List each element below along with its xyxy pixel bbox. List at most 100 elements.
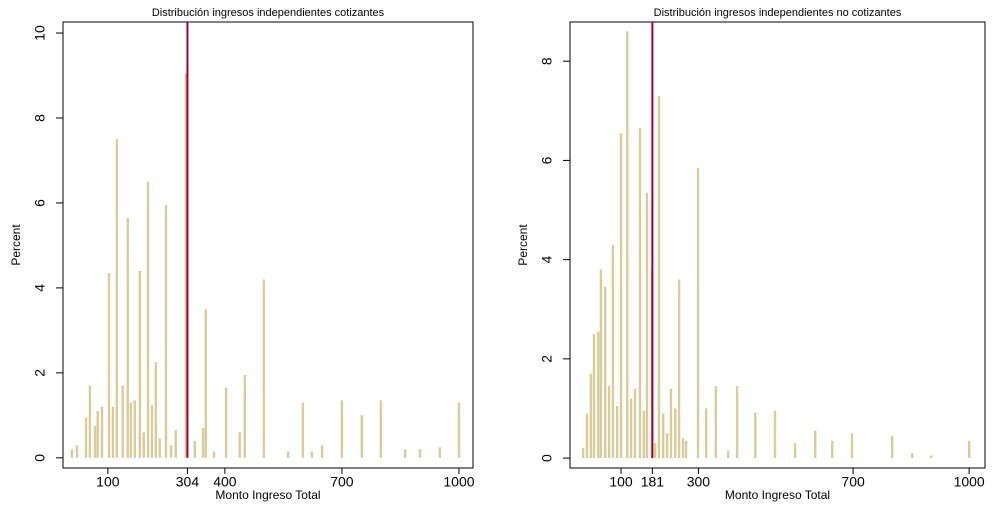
x-tick-label: 1000 xyxy=(954,474,985,490)
bar xyxy=(850,433,854,459)
bar xyxy=(629,398,633,459)
bar xyxy=(638,128,642,459)
y-tick-label: 8 xyxy=(539,57,555,65)
bar xyxy=(310,451,314,458)
x-tick-label: 700 xyxy=(330,474,354,490)
bar xyxy=(438,447,442,458)
bar xyxy=(138,270,142,458)
bar xyxy=(126,217,129,458)
bar xyxy=(662,413,665,459)
bar xyxy=(224,387,228,458)
x-axis-title: Monto Ingreso Total xyxy=(215,488,320,502)
y-tick-label: 6 xyxy=(539,156,555,164)
bar xyxy=(793,443,797,459)
x-tick-label: 300 xyxy=(687,474,711,490)
bar xyxy=(88,385,92,458)
bar xyxy=(890,435,894,459)
bar xyxy=(653,443,657,459)
bar xyxy=(592,334,596,459)
y-axis-title: Percent xyxy=(9,224,23,266)
bar xyxy=(100,406,104,458)
bar xyxy=(589,373,593,459)
bar xyxy=(597,331,600,459)
bar xyxy=(169,445,173,458)
bar xyxy=(681,438,685,459)
y-tick-label: 2 xyxy=(32,369,48,377)
bar xyxy=(615,405,619,459)
bar xyxy=(75,445,79,458)
bar xyxy=(626,31,629,459)
bar xyxy=(146,181,150,458)
bar xyxy=(184,73,188,458)
bar xyxy=(911,453,914,459)
y-tick-label: 0 xyxy=(539,454,555,462)
bar xyxy=(96,411,99,458)
bar xyxy=(193,440,197,458)
bar xyxy=(133,400,136,458)
bar xyxy=(142,432,145,458)
y-axis-title: Percent xyxy=(516,224,530,266)
bar xyxy=(154,362,158,458)
y-tick-label: 6 xyxy=(32,199,48,207)
chart-title: Distribución ingresos independientes no … xyxy=(654,7,902,19)
bar xyxy=(696,167,700,459)
x-axis-title: Monto Ingreso Total xyxy=(725,488,830,502)
bar xyxy=(831,440,834,459)
bar xyxy=(174,430,177,458)
bar xyxy=(735,386,739,459)
bar xyxy=(107,273,111,458)
bar xyxy=(301,402,305,458)
x-tick-label: 700 xyxy=(841,474,865,490)
bar xyxy=(585,413,589,459)
y-tick-label: 10 xyxy=(32,25,48,41)
x-tick-label: 304 xyxy=(176,474,200,490)
bar xyxy=(665,433,669,459)
bar xyxy=(930,455,933,459)
bar xyxy=(619,133,623,459)
bar xyxy=(111,406,115,458)
bar xyxy=(726,450,730,459)
bar xyxy=(70,449,74,458)
bar xyxy=(340,400,344,458)
bar xyxy=(642,410,646,459)
bar xyxy=(611,244,615,459)
bar xyxy=(669,388,673,459)
bar xyxy=(204,309,207,458)
bar xyxy=(674,408,677,459)
bar xyxy=(684,440,688,459)
bar xyxy=(360,415,364,458)
bar xyxy=(320,445,324,458)
bar xyxy=(418,449,422,458)
x-tick-label: 400 xyxy=(213,474,237,490)
bar xyxy=(599,269,603,459)
bar xyxy=(677,279,681,459)
bar xyxy=(645,192,649,459)
bar xyxy=(121,385,124,458)
y-tick-label: 2 xyxy=(539,355,555,363)
bar xyxy=(754,412,757,459)
y-tick-label: 8 xyxy=(32,114,48,122)
x-tick-label: 100 xyxy=(609,474,633,490)
x-tick-label: 100 xyxy=(96,474,120,490)
y-tick-label: 4 xyxy=(32,284,48,292)
bar xyxy=(212,451,216,458)
x-tick-label: 1000 xyxy=(443,474,474,490)
bar xyxy=(93,425,97,458)
bar xyxy=(286,451,290,458)
bar xyxy=(115,139,119,458)
bar xyxy=(262,279,266,458)
bar xyxy=(457,402,461,458)
chart-title: Distribución ingresos independientes cot… xyxy=(152,7,385,19)
bar xyxy=(379,400,383,458)
bar xyxy=(201,428,205,458)
bar xyxy=(243,374,246,458)
bar xyxy=(403,449,407,458)
bar xyxy=(581,448,585,459)
bar xyxy=(633,388,637,459)
y-tick-label: 4 xyxy=(539,256,555,264)
bar xyxy=(84,417,88,458)
bar xyxy=(129,402,133,458)
x-tick-label: 181 xyxy=(641,474,665,490)
bar xyxy=(814,430,817,459)
